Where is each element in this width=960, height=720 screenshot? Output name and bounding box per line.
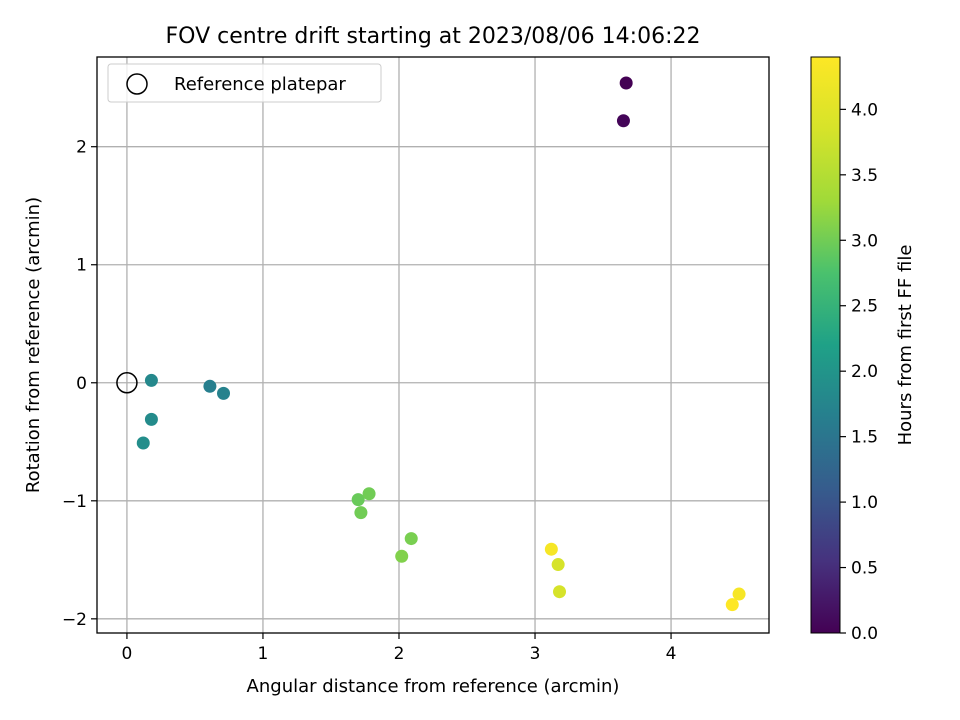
grid-lines	[97, 57, 769, 633]
data-point	[732, 587, 746, 601]
legend-reference-marker	[126, 73, 148, 95]
data-point	[619, 76, 633, 90]
legend-box	[107, 63, 382, 103]
data-point	[217, 386, 231, 400]
colorbar-tick-label: 4.0	[851, 100, 878, 120]
colorbar-tick-label: 1.0	[851, 493, 878, 513]
colorbar-tick-label: 3.5	[851, 166, 878, 186]
x-tick-label: 3	[530, 644, 541, 664]
x-tick-label: 4	[666, 644, 677, 664]
colorbar-tick-label: 3.0	[851, 231, 878, 251]
x-tick-label: 1	[258, 644, 269, 664]
data-point	[551, 558, 565, 572]
data-point	[144, 412, 158, 426]
x-axis-label: Angular distance from reference (arcmin)	[247, 676, 620, 697]
chart-title: FOV centre drift starting at 2023/08/06 …	[166, 24, 701, 49]
reference-layer	[116, 372, 138, 394]
legend: Reference platepar	[107, 63, 382, 103]
legend-entry-label: Reference platepar	[174, 74, 346, 95]
data-point	[544, 542, 558, 556]
colorbar-gradient	[810, 56, 841, 634]
data-point	[136, 436, 150, 450]
y-tick-label: −1	[62, 492, 87, 512]
y-tick-label: 2	[76, 138, 87, 158]
data-point	[351, 493, 365, 507]
data-point	[362, 487, 376, 501]
y-tick-label: −2	[62, 610, 87, 630]
y-axis-label: Rotation from reference (arcmin)	[23, 197, 44, 493]
data-points	[136, 76, 746, 612]
data-point	[144, 373, 158, 387]
colorbar: 0.0 0.5 1.0 1.5 2.0 2.5 3.0 3.5 4.0 Hours from f…	[810, 56, 916, 644]
colorbar-label: Hours from first FF file	[895, 245, 916, 446]
y-tick-label: 0	[76, 374, 87, 394]
x-tick-label: 0	[122, 644, 133, 664]
data-point	[725, 598, 739, 612]
data-point	[203, 379, 217, 393]
colorbar-tick-label: 0.0	[851, 624, 878, 644]
colorbar-tick-label: 2.0	[851, 362, 878, 382]
colorbar-tick-label: 1.5	[851, 428, 878, 448]
colorbar-tick-label: 0.5	[851, 559, 878, 579]
data-point	[354, 506, 368, 520]
data-point	[553, 585, 567, 599]
colorbar-tick-label: 2.5	[851, 297, 878, 317]
reference-platepar-marker	[116, 372, 138, 394]
x-tick-label: 2	[394, 644, 405, 664]
data-point	[404, 532, 418, 546]
y-tick-label: 1	[76, 256, 87, 276]
axis-ticks: 0 1 2 3 4 −2 −1 0 1 2	[62, 138, 677, 664]
colorbar-ticks: 0.0 0.5 1.0 1.5 2.0 2.5 3.0 3.5 4.0	[840, 100, 878, 644]
data-point	[395, 549, 409, 563]
data-point	[616, 114, 630, 128]
plot-frame	[96, 56, 770, 634]
